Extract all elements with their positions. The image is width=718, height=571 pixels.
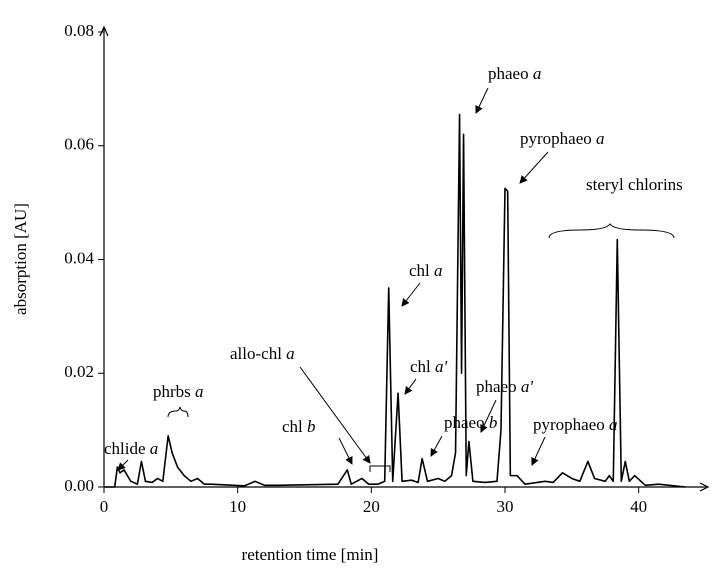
annotation-italic: a' — [435, 357, 448, 376]
annotation-label: chl b — [282, 417, 316, 436]
annotation-label: allo-chl a — [230, 344, 295, 363]
annotation-text: pyrophaeo — [533, 415, 609, 434]
y-tick-label: 0.04 — [64, 248, 94, 267]
annotation-arrow — [531, 436, 546, 466]
annotation-label: chl a' — [410, 357, 448, 376]
annotation-label: chl a — [409, 261, 443, 280]
annotation-text: allo-chl — [230, 344, 286, 363]
bracket — [369, 465, 391, 472]
y-axis-label: absorption [AU] — [11, 203, 30, 315]
annotation-arrow — [338, 437, 353, 465]
annotation-label: chlide a — [104, 439, 158, 458]
annotation-label: phaeo a' — [476, 377, 533, 396]
annotation-arrow — [480, 399, 497, 433]
y-axis-arrow — [99, 25, 109, 37]
annotation-text: pyrophaeo — [520, 129, 596, 148]
y-tick-label: 0.00 — [64, 476, 94, 495]
annotation-italic: b — [307, 417, 316, 436]
y-tick-label: 0.08 — [64, 21, 94, 40]
annotation-arrow — [401, 282, 421, 307]
brace — [548, 223, 675, 239]
annotation-text: chl — [410, 357, 435, 376]
x-tick-label: 30 — [497, 497, 514, 516]
annotation-italic: a — [596, 129, 605, 148]
annotation-text: chl — [409, 261, 434, 280]
annotation-italic: a — [533, 64, 542, 83]
annotation-italic: a' — [521, 377, 534, 396]
annotation-text: chl — [282, 417, 307, 436]
x-axis-label: retention time [min] — [242, 545, 379, 564]
annotation-label: steryl chlorins — [586, 175, 683, 194]
bracket — [167, 406, 189, 418]
annotation-italic: a — [286, 344, 295, 363]
annotation-text: phaeo — [444, 413, 489, 432]
annotation-label: phaeo a — [488, 64, 541, 83]
annotation-label: phrbs a — [153, 382, 204, 401]
annotation-text: phaeo — [476, 377, 521, 396]
annotation-arrow — [404, 378, 417, 395]
annotation-arrow — [430, 435, 443, 457]
annotation-label: pyrophaeo a' — [533, 415, 622, 434]
x-tick-label: 20 — [363, 497, 380, 516]
annotation-arrow — [117, 459, 129, 471]
annotation-text: chlide — [104, 439, 150, 458]
annotation-text: steryl chlorins — [586, 175, 683, 194]
y-tick-label: 0.06 — [64, 135, 94, 154]
x-tick-label: 40 — [630, 497, 647, 516]
annotation-italic: a' — [609, 415, 622, 434]
annotation-italic: a — [434, 261, 443, 280]
annotation-text: phrbs — [153, 382, 195, 401]
annotation-arrow — [299, 366, 371, 464]
annotation-italic: a — [150, 439, 159, 458]
annotation-italic: a — [195, 382, 204, 401]
y-tick-label: 0.02 — [64, 362, 94, 381]
annotation-label: pyrophaeo a — [520, 129, 605, 148]
x-axis-arrow — [699, 482, 710, 492]
annotation-arrow — [475, 87, 489, 114]
x-tick-label: 10 — [229, 497, 246, 516]
x-tick-label: 0 — [100, 497, 109, 516]
annotation-arrow — [519, 151, 549, 184]
chromatogram-trace — [104, 113, 686, 488]
annotation-text: phaeo — [488, 64, 533, 83]
annotation-label: phaeo b — [444, 413, 497, 432]
annotation-italic: b — [489, 413, 498, 432]
